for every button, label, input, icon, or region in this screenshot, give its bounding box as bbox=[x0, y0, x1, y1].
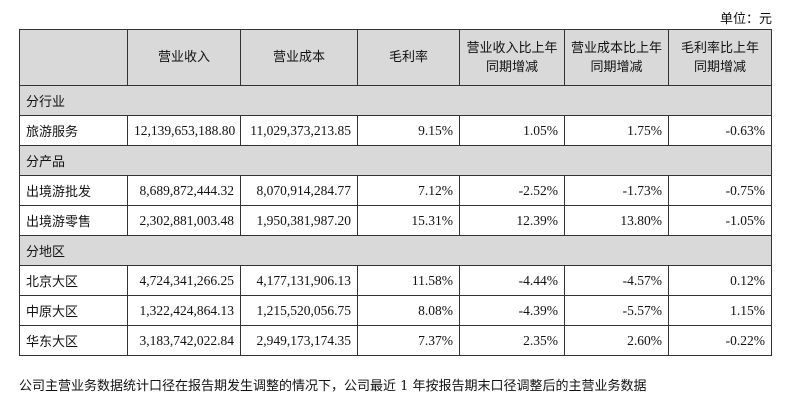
row-label: 旅游服务 bbox=[19, 115, 128, 146]
table-cell: 8.08% bbox=[357, 295, 460, 326]
unit-label: 单位：元 bbox=[719, 12, 772, 27]
section-title: 分地区 bbox=[19, 235, 772, 266]
table-row: 北京大区 4,724,341,266.25 4,177,131,906.13 11.5… bbox=[19, 265, 772, 296]
table-cell: -4.39% bbox=[459, 295, 565, 326]
table-cell: 11.58% bbox=[357, 265, 460, 296]
table-cell: 1.75% bbox=[564, 115, 669, 146]
table-cell: 4,177,131,906.13 bbox=[240, 265, 358, 296]
row-label: 华东大区 bbox=[19, 325, 128, 356]
table-row: 华东大区 3,183,742,022.84 2,949,173,174.35 7.37… bbox=[19, 325, 772, 356]
header-cell: 营业成本 bbox=[240, 29, 358, 86]
row-label: 出境游零售 bbox=[19, 205, 128, 236]
table-cell: -5.57% bbox=[564, 295, 669, 326]
table-cell: -0.75% bbox=[668, 175, 772, 206]
table-cell: -0.22% bbox=[668, 325, 772, 356]
table-cell: 1,950,381,987.20 bbox=[240, 205, 358, 236]
business-data-table: 营业收入 营业成本 毛利率 营业收入比上年同期增减 营业成本比上年同期增减 毛利… bbox=[19, 29, 772, 356]
row-label: 中原大区 bbox=[19, 295, 128, 326]
table-cell: 2,302,881,003.48 bbox=[127, 205, 241, 236]
header-cell: 营业成本比上年同期增减 bbox=[564, 29, 669, 86]
table-cell: 1.05% bbox=[459, 115, 565, 146]
table-cell: -0.63% bbox=[668, 115, 772, 146]
table-cell: 12,139,653,188.80 bbox=[127, 115, 241, 146]
header-cell: 营业收入 bbox=[127, 29, 241, 86]
header-cell: 毛利率 bbox=[357, 29, 460, 86]
table-cell: 4,724,341,266.25 bbox=[127, 265, 241, 296]
table-cell: 3,183,742,022.84 bbox=[127, 325, 241, 356]
table-cell: -1.05% bbox=[668, 205, 772, 236]
section-title: 分行业 bbox=[19, 85, 772, 116]
table-cell: 7.37% bbox=[357, 325, 460, 356]
table-cell: 7.12% bbox=[357, 175, 460, 206]
table-row: 旅游服务 12,139,653,188.80 11,029,373,213.85 9.… bbox=[19, 115, 772, 146]
table-cell: -2.52% bbox=[459, 175, 565, 206]
table-cell: -1.73% bbox=[564, 175, 669, 206]
table-cell: 8,689,872,444.32 bbox=[127, 175, 241, 206]
row-label: 北京大区 bbox=[19, 265, 128, 296]
table-row: 出境游批发 8,689,872,444.32 8,070,914,284.77 7.1… bbox=[19, 175, 772, 206]
table-cell: 2.60% bbox=[564, 325, 669, 356]
table-cell: 1,322,424,864.13 bbox=[127, 295, 241, 326]
table-cell: 11,029,373,213.85 bbox=[240, 115, 358, 146]
section-row: 分地区 bbox=[19, 235, 772, 266]
table-cell: 15.31% bbox=[357, 205, 460, 236]
table-cell: 2.35% bbox=[459, 325, 565, 356]
table-cell: 8,070,914,284.77 bbox=[240, 175, 358, 206]
section-row: 分行业 bbox=[19, 85, 772, 116]
row-label: 出境游批发 bbox=[19, 175, 128, 206]
table-cell: 0.12% bbox=[668, 265, 772, 296]
table-cell: 9.15% bbox=[357, 115, 460, 146]
table-cell: 1.15% bbox=[668, 295, 772, 326]
footnote: 公司主营业务数据统计口径在报告期发生调整的情况下，公司最近 1 年按报告期末口径… bbox=[19, 379, 647, 394]
table-header-row: 营业收入 营业成本 毛利率 营业收入比上年同期增减 营业成本比上年同期增减 毛利… bbox=[19, 29, 772, 86]
header-cell bbox=[19, 29, 128, 86]
header-cell: 营业收入比上年同期增减 bbox=[459, 29, 565, 86]
header-cell: 毛利率比上年同期增减 bbox=[668, 29, 772, 86]
table-row: 出境游零售 2,302,881,003.48 1,950,381,987.20 15.… bbox=[19, 205, 772, 236]
table-cell: 13.80% bbox=[564, 205, 669, 236]
table-cell: 1,215,520,056.75 bbox=[240, 295, 358, 326]
table-row: 中原大区 1,322,424,864.13 1,215,520,056.75 8.08… bbox=[19, 295, 772, 326]
section-title: 分产品 bbox=[19, 145, 772, 176]
table-cell: 12.39% bbox=[459, 205, 565, 236]
table-cell: -4.44% bbox=[459, 265, 565, 296]
table-cell: -4.57% bbox=[564, 265, 669, 296]
table-cell: 2,949,173,174.35 bbox=[240, 325, 358, 356]
section-row: 分产品 bbox=[19, 145, 772, 176]
